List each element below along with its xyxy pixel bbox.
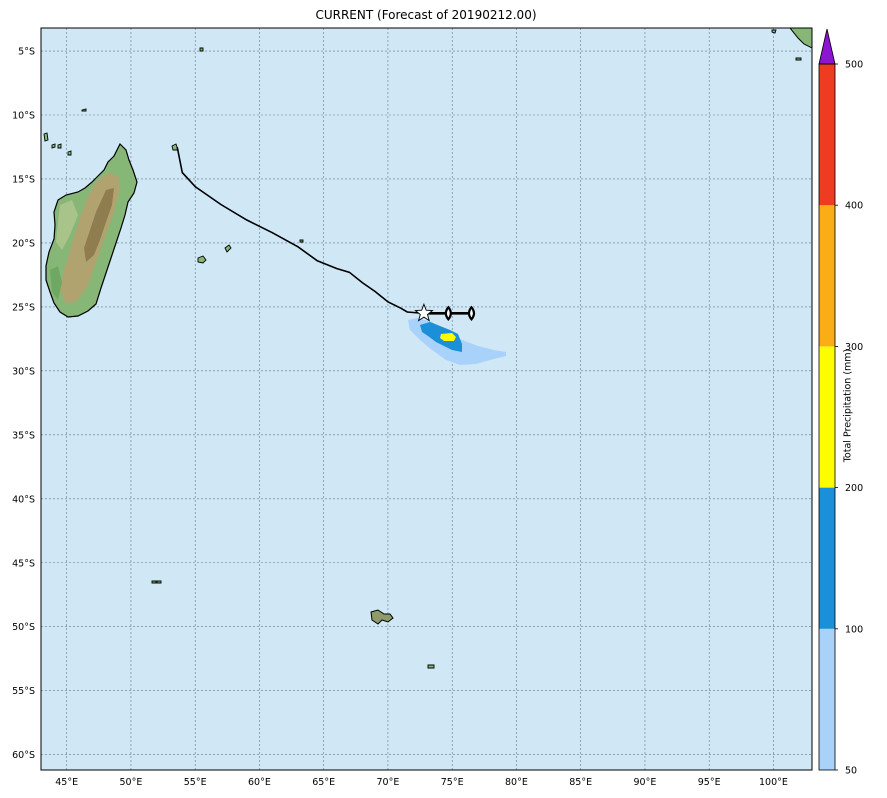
lat-tick-label: 30°S	[12, 366, 35, 377]
lat-tick-label: 25°S	[12, 302, 35, 313]
lat-tick-label: 45°S	[12, 558, 35, 569]
colorbar-label: Total Precipitation (mm)	[842, 348, 854, 463]
colorbar: 500 400 300 200 100 50	[818, 28, 863, 777]
current-position-marker	[414, 303, 434, 322]
map-frame	[40, 27, 813, 771]
colorbar-band	[819, 346, 835, 488]
sumatra-landmass	[789, 28, 812, 49]
colorbar-band	[819, 487, 835, 629]
colorbar-band	[819, 205, 835, 347]
colorbar-tick-label: 100	[845, 624, 863, 635]
lon-tick-label: 75°E	[441, 777, 464, 788]
colorbar-ticks: 500 400 300 200 100 50	[835, 60, 863, 777]
lon-tick-label: 65°E	[312, 777, 335, 788]
colorbar-band	[819, 64, 835, 206]
lon-tick-label: 45°E	[55, 777, 78, 788]
lon-tick-label: 80°E	[505, 777, 528, 788]
lat-tick-label: 55°S	[12, 686, 35, 697]
gridlines	[41, 28, 812, 770]
lat-tick-label: 20°S	[12, 238, 35, 249]
lat-tick-label: 40°S	[12, 494, 35, 505]
colorbar-tick-label: 500	[845, 60, 863, 71]
ocean-background	[41, 28, 812, 770]
lat-tick-label: 5°S	[18, 47, 35, 58]
kerguelen-islands	[370, 609, 394, 625]
map-title: CURRENT (Forecast of 20190212.00)	[315, 8, 537, 22]
colorbar-tick-label: 200	[845, 483, 863, 494]
colorbar-extend-arrow	[818, 28, 836, 65]
colorbar-tick-label: 300	[845, 342, 863, 353]
forecast-position-marker	[467, 305, 476, 322]
lat-tick-label: 15°S	[12, 174, 35, 185]
latitude-ticks: 5°S 10°S 15°S 20°S 25°S 30°S 35°S 40°S 45°S 50°S 5…	[12, 47, 35, 762]
lat-tick-label: 35°S	[12, 430, 35, 441]
precipitation-swath	[408, 318, 506, 365]
lon-tick-label: 50°E	[120, 777, 143, 788]
lon-tick-label: 95°E	[698, 777, 721, 788]
lat-tick-label: 60°S	[12, 750, 35, 761]
madagascar-landmass	[45, 142, 138, 318]
lon-tick-label: 70°E	[377, 777, 400, 788]
forecast-position-marker	[444, 305, 452, 322]
lon-tick-label: 100°E	[759, 777, 788, 788]
lon-tick-label: 55°E	[184, 777, 207, 788]
colorbar-band	[819, 628, 835, 770]
storm-track-line	[176, 146, 424, 315]
precip-band-200-300	[440, 333, 456, 341]
longitude-ticks: 45°E 50°E 55°E 60°E 65°E 70°E 75°E 80°E 85°E 90°E…	[55, 777, 788, 788]
lat-tick-label: 50°S	[12, 622, 35, 633]
small-islands	[43, 29, 802, 669]
lat-tick-label: 10°S	[12, 110, 35, 121]
lon-tick-label: 85°E	[569, 777, 592, 788]
colorbar-tick-label: 400	[845, 201, 863, 212]
lon-tick-label: 60°E	[248, 777, 271, 788]
colorbar-tick-label: 50	[845, 766, 857, 777]
colorbar-frame	[818, 63, 836, 771]
lon-tick-label: 90°E	[634, 777, 657, 788]
